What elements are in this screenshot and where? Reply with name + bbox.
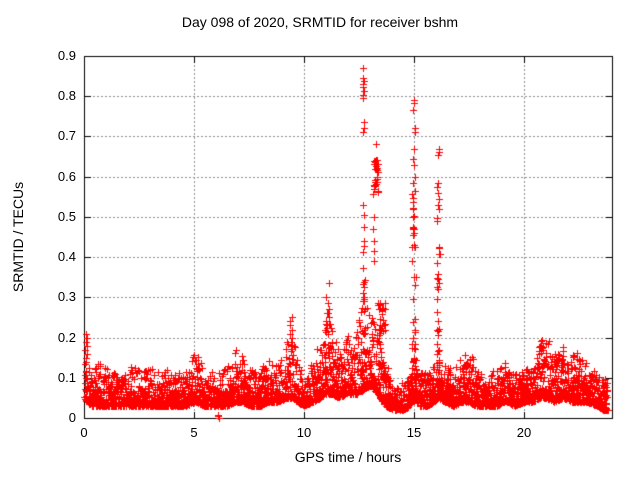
x-tick-label: 0	[80, 425, 88, 440]
y-tick-label: 0.5	[57, 209, 76, 224]
y-tick-label: 0	[68, 410, 76, 425]
x-tick-label: 5	[190, 425, 198, 440]
x-tick-label: 20	[516, 425, 532, 440]
y-tick-label: 0.8	[57, 88, 76, 103]
y-tick-label: 0.1	[57, 370, 76, 385]
y-tick-label: 0.6	[57, 169, 76, 184]
x-axis-label: GPS time / hours	[294, 449, 402, 465]
y-tick-label: 0.2	[57, 330, 76, 345]
chart-title: Day 098 of 2020, SRMTID for receiver bsh…	[181, 14, 459, 30]
y-tick-label: 0.7	[57, 128, 76, 143]
y-axis-label: SRMTID / TECUs	[10, 181, 26, 293]
y-tick-label: 0.4	[57, 249, 76, 264]
y-tick-label: 0.3	[57, 289, 76, 304]
y-tick-label: 0.9	[57, 48, 76, 63]
x-tick-label: 10	[296, 425, 312, 440]
x-tick-label: 15	[406, 425, 422, 440]
